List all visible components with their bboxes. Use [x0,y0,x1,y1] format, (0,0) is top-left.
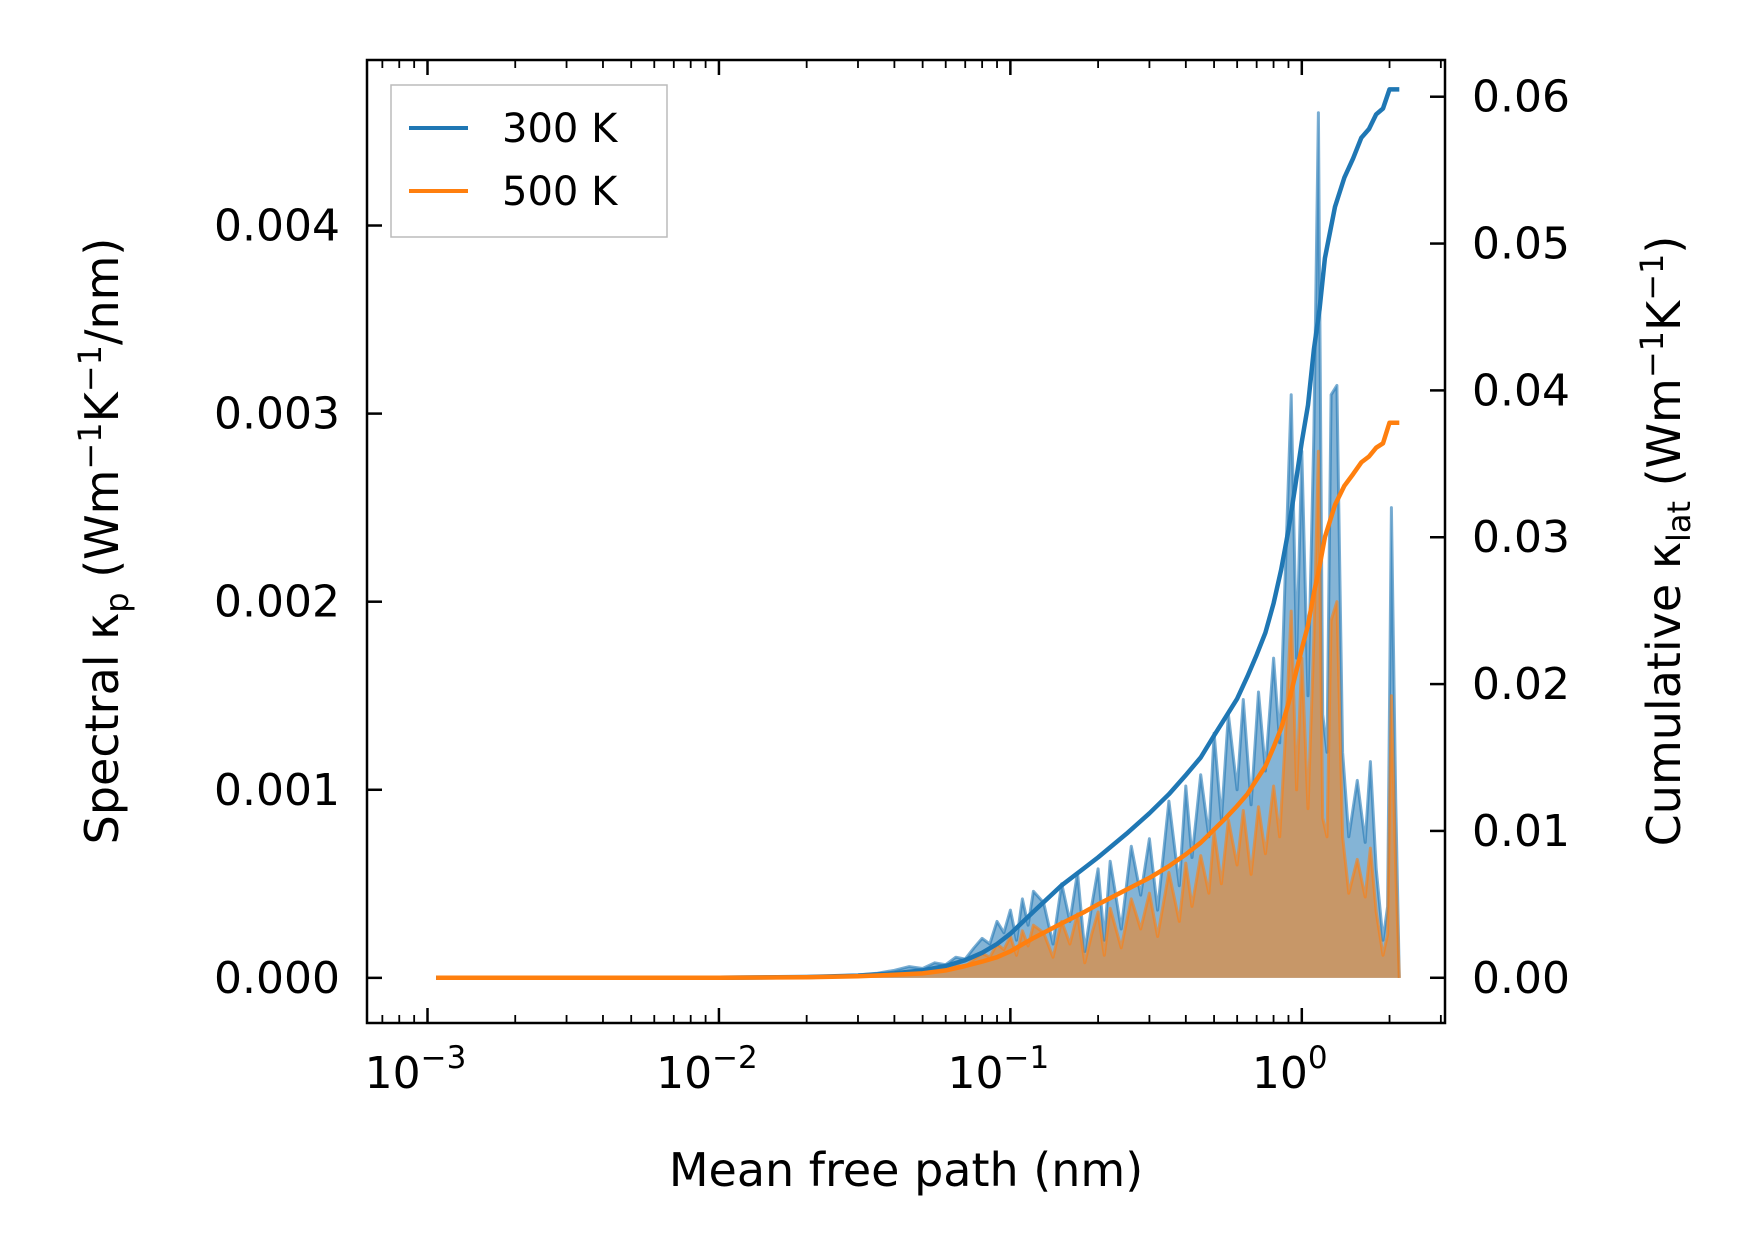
y-right-unit-close: ) [1637,236,1691,254]
legend: 300 K 500 K [390,84,668,238]
y-left-tick-label: 0.000 [214,953,340,1004]
series-lines-layer [436,87,1400,981]
y-right-tick-label: 0.03 [1472,512,1570,563]
legend-box [390,84,668,238]
y-left-unit-close: /nm) [75,238,129,345]
y-left-sup-1: −1 [71,422,109,469]
y-right-tick-label: 0.00 [1472,953,1570,1004]
y-right-tick-label: 0.04 [1472,365,1570,416]
x-tick-label: 10−1 [948,1040,1050,1099]
x-tick-label: 100 [1252,1040,1328,1099]
x-axis-title: Mean free path (nm) [669,1143,1143,1197]
y-left-tick-label: 0.003 [214,389,340,440]
y-right-tick-label: 0.05 [1472,219,1570,270]
legend-label-300k: 300 K [502,106,619,152]
y-axis-title-right: Cumulative κlat (Wm−1K−1) [1633,236,1698,847]
y-right-tick-label: 0.06 [1472,72,1570,123]
y-right-tick-label: 0.01 [1472,806,1570,857]
y-right-sup-1: −1 [1633,331,1671,378]
y-left-tick-label: 0.004 [214,201,340,252]
cumulative-line-500k [436,420,1400,981]
y-right-unit-mid: K [1637,299,1691,331]
y-left-sup-2: −1 [71,345,109,392]
x-tick-label: 10−3 [365,1040,467,1099]
y-right-prefix: Cumulative κ [1637,542,1691,846]
x-tick-label: 10−2 [656,1040,758,1099]
y-left-prefix: Spectral κ [75,613,129,845]
plot-frame [365,58,1447,1025]
ticks-layer: 10−3 10−2 10−1 100 0.000 0.001 0.002 0.003 0.004… [214,60,1570,1099]
spectral-fill-layer [436,111,1401,980]
legend-label-500k: 500 K [502,169,619,215]
y-right-tick-label: 0.02 [1472,659,1570,710]
y-right-subscript: lat [1660,501,1698,542]
y-left-unit-open: (Wm [75,470,129,593]
y-left-tick-label: 0.002 [214,577,340,628]
cumulative-line-300k [436,87,1400,981]
y-axis-title-left: Spectral κp (Wm−1K−1/nm) [71,238,136,845]
y-right-unit-open: (Wm [1637,378,1691,501]
spectral-area-500k [436,451,1400,978]
y-right-sup-2: −1 [1633,254,1671,301]
y-left-tick-label: 0.001 [214,765,340,816]
y-left-subscript: p [98,592,136,612]
y-left-unit-mid: K [75,390,129,422]
